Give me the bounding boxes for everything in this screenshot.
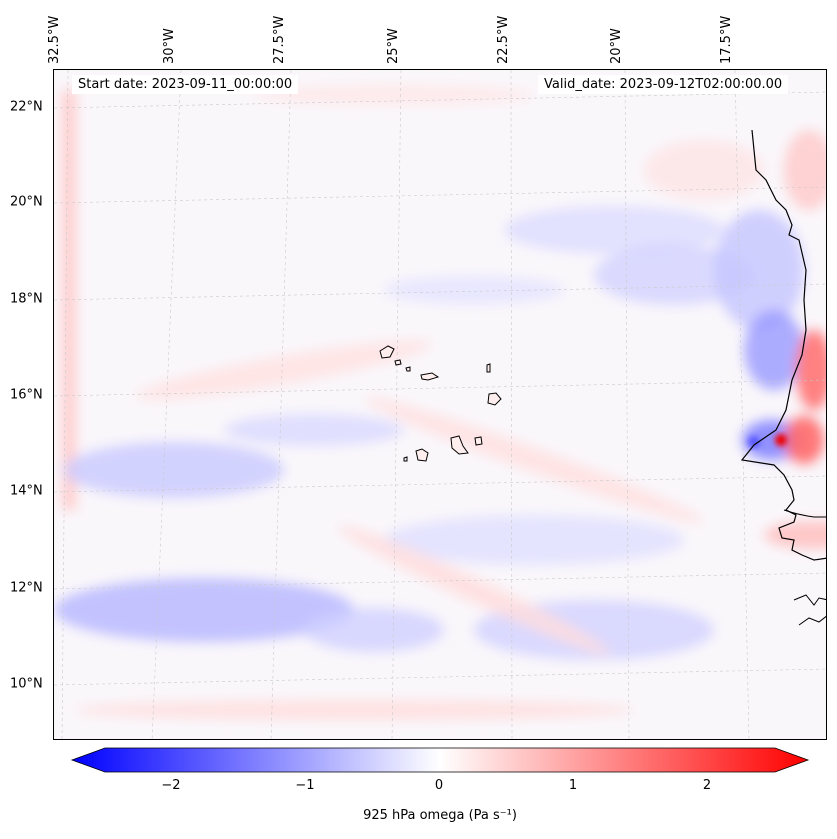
map-panel[interactable]: [53, 69, 827, 740]
lon-label-25w: 25°W: [386, 28, 401, 64]
colorbar-tick-1: 1: [568, 778, 578, 793]
colorbar-tick-minus-2: −2: [161, 778, 181, 793]
lat-label-10n: 10°N: [10, 676, 43, 692]
field-patterns: [54, 85, 826, 720]
cape-verde-islands: [379, 345, 502, 462]
lon-label-22-5w: 22.5°W: [496, 15, 511, 64]
lat-label-14n: 14°N: [10, 483, 43, 499]
start-date-label: Start date: 2023-09-11_00:00:00: [72, 75, 299, 94]
lon-label-20w: 20°W: [609, 28, 624, 64]
lon-label-27-5w: 27.5°W: [272, 15, 287, 64]
lon-label-17-5w: 17.5°W: [719, 15, 734, 64]
lat-label-12n: 12°N: [10, 580, 43, 596]
lon-label-30w: 30°W: [162, 28, 177, 64]
valid-date-label: Valid_date: 2023-09-12T02:00:00.00: [538, 75, 789, 94]
colorbar-tick-minus-1: −1: [295, 778, 315, 793]
graticule: [54, 70, 826, 739]
colorbar-tick-2: 2: [702, 778, 712, 793]
colorbar: [70, 747, 810, 773]
lat-label-16n: 16°N: [10, 387, 43, 403]
colorbar-tick-0: 0: [434, 778, 444, 793]
lat-label-18n: 18°N: [10, 291, 43, 307]
colorbar-label: 925 hPa omega (Pa s⁻¹): [363, 808, 517, 823]
lat-label-22n: 22°N: [10, 99, 43, 115]
lat-label-20n: 20°N: [10, 194, 43, 210]
coastline-west-africa: [740, 129, 826, 561]
lon-label-32-5w: 32.5°W: [47, 15, 62, 64]
omega-field-map: [54, 70, 826, 739]
